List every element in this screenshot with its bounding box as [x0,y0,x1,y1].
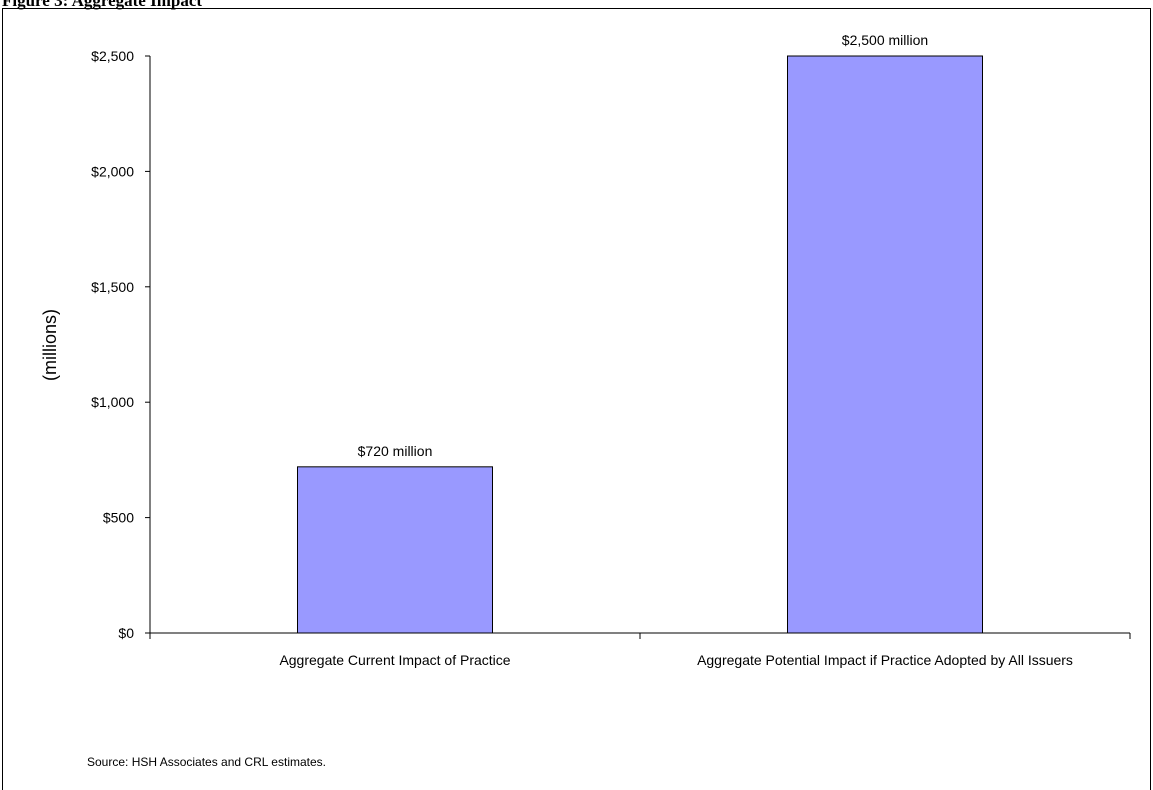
y-axis: $0 $500 $1,000 $1,500 $2,000 $2,500 [91,48,151,641]
y-tick-label: $1,500 [91,279,134,295]
y-tick-label: $2,500 [91,48,134,64]
data-labels: $720 million $2,500 million [358,32,929,459]
x-axis [149,632,1131,639]
figure-title: Figure 3: Aggregate Impact [2,0,203,10]
bar [787,55,983,634]
y-tick-label: $0 [118,625,134,641]
source-note: Source: HSH Associates and CRL estimates… [87,755,326,769]
bars [297,55,983,634]
bar-data-label: $720 million [358,443,433,459]
y-tick-label: $1,000 [91,394,134,410]
chart-frame [2,8,1151,790]
y-tick-label: $500 [103,510,134,526]
y-tick-label: $2,000 [91,163,134,179]
y-axis-title: (millions) [40,309,60,381]
x-category-label: Aggregate Current Impact of Practice [279,652,511,668]
bar [297,466,493,634]
bar-data-label: $2,500 million [842,32,928,48]
x-category-label: Aggregate Potential Impact if Practice A… [697,652,1073,668]
